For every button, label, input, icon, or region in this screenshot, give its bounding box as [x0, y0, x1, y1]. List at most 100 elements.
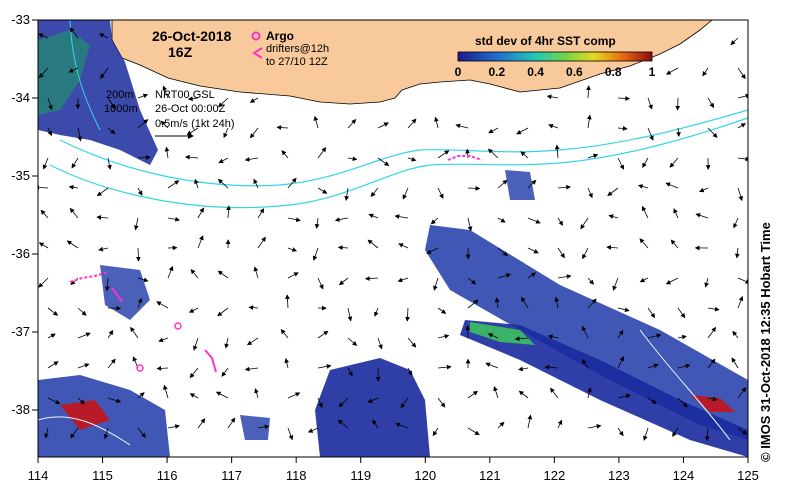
current-vector [338, 397, 349, 408]
current-vector [737, 295, 744, 309]
current-vector [257, 236, 266, 249]
current-vector [347, 307, 353, 322]
current-vector [107, 157, 112, 170]
current-vector [639, 277, 649, 283]
current-vector [647, 333, 662, 339]
current-vector [587, 187, 593, 199]
current-vector [432, 427, 439, 437]
current-vector [40, 209, 49, 219]
current-vector [527, 247, 539, 254]
current-vector [497, 421, 505, 429]
current-vector [287, 247, 298, 252]
current-vector [163, 384, 169, 399]
current-vector [488, 127, 499, 134]
current-vector [287, 427, 294, 441]
current-vector [737, 67, 746, 80]
current-vector [98, 246, 109, 252]
current-vector [665, 277, 679, 285]
current-vector [617, 307, 630, 313]
current-vector [587, 387, 592, 399]
current-vector [98, 33, 109, 39]
current-vector [187, 96, 199, 102]
current-vector [158, 337, 169, 343]
current-vector [347, 367, 353, 377]
current-time-label: 26-Oct 00:00Z [155, 103, 226, 115]
current-vector [557, 274, 572, 279]
colorbar-tick-label: 0.6 [566, 65, 583, 79]
sst-swath-diagonal-2 [460, 320, 748, 457]
current-vector [276, 125, 289, 130]
current-vector [197, 235, 204, 249]
y-tick-label: -37 [11, 324, 30, 339]
current-vector [224, 337, 230, 349]
current-vector [167, 180, 180, 189]
current-vector [285, 294, 290, 309]
current-vector [162, 85, 169, 99]
current-vector [437, 187, 444, 199]
current-vector [167, 216, 181, 222]
current-vector [160, 120, 169, 129]
current-vector [137, 155, 151, 160]
isobath-1000m [49, 117, 748, 209]
current-vector [497, 179, 508, 189]
current-vector [587, 153, 599, 159]
current-vector [467, 390, 479, 399]
current-vector [586, 114, 592, 129]
current-vector [617, 96, 631, 101]
current-vector [665, 67, 679, 75]
current-vector [639, 238, 649, 249]
current-vector [647, 363, 659, 369]
current-vector [253, 178, 259, 189]
current-vector [347, 156, 358, 162]
current-vector [527, 217, 541, 224]
current-vector [707, 97, 715, 109]
current-vector [647, 397, 657, 404]
current-vector [344, 187, 350, 201]
current-vector [467, 277, 477, 285]
track-line-east [639, 329, 731, 441]
current-vector [544, 364, 559, 370]
current-vector [397, 277, 409, 283]
current-vector [223, 127, 229, 139]
y-tick-label: -35 [11, 168, 30, 183]
current-vector [437, 307, 447, 314]
current-vector [77, 127, 83, 142]
current-vector [130, 326, 139, 339]
current-vector [407, 118, 417, 129]
current-vector [47, 361, 59, 369]
x-tick-label: 120 [414, 468, 436, 483]
current-vector [189, 393, 199, 399]
current-vector [221, 367, 229, 377]
current-vector [246, 337, 259, 346]
credit-text: © IMOS 31-Oct-2018 12:35 Hobart Time [758, 222, 773, 462]
current-vector [227, 417, 236, 429]
current-vector [394, 214, 409, 219]
current-vector [437, 150, 450, 159]
current-vector [377, 337, 383, 350]
current-vector [133, 217, 139, 231]
current-vector [107, 97, 116, 110]
current-vector [557, 419, 563, 429]
isobath-label-200: 200m [106, 89, 134, 101]
current-vector [737, 387, 747, 399]
current-vector [647, 127, 654, 141]
current-vector [581, 359, 589, 369]
current-vector [137, 187, 143, 196]
current-vector [347, 119, 357, 129]
current-vector [184, 154, 199, 160]
current-vector [194, 178, 199, 189]
colorbar-tick-label: 0 [455, 65, 462, 79]
current-vector [707, 306, 720, 312]
current-vector [280, 328, 289, 339]
current-vector [107, 329, 114, 339]
current-vector [497, 273, 512, 279]
current-vector [96, 215, 109, 220]
current-vector [136, 247, 141, 262]
current-vector [672, 427, 679, 437]
current-vector [677, 334, 687, 340]
current-model-label: NRT00 GSL [155, 89, 215, 101]
track-line-southwest [38, 416, 131, 446]
current-vector [527, 272, 537, 279]
current-vector [493, 386, 499, 399]
current-vector [317, 364, 332, 369]
